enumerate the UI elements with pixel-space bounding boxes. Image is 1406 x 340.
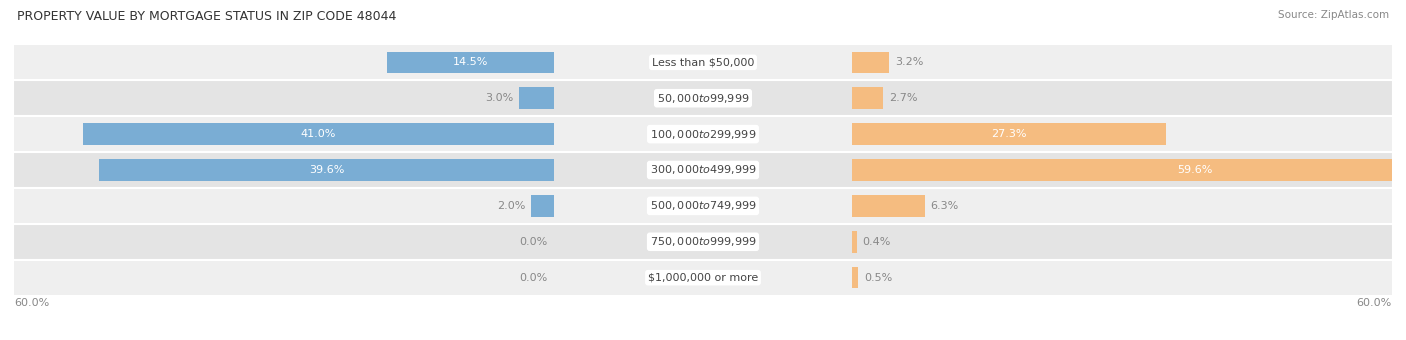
Bar (852, 267, 858, 288)
Text: PROPERTY VALUE BY MORTGAGE STATUS IN ZIP CODE 48044: PROPERTY VALUE BY MORTGAGE STATUS IN ZIP… (17, 10, 396, 23)
Legend: Without Mortgage, With Mortgage: Without Mortgage, With Mortgage (582, 339, 824, 340)
Text: 59.6%: 59.6% (1177, 165, 1212, 175)
Text: 14.5%: 14.5% (453, 57, 488, 67)
Text: 2.7%: 2.7% (889, 93, 918, 103)
Text: 39.6%: 39.6% (309, 165, 344, 175)
Bar (852, 87, 883, 109)
FancyBboxPatch shape (14, 45, 1392, 80)
Text: $1,000,000 or more: $1,000,000 or more (648, 273, 758, 283)
Bar (852, 195, 925, 217)
Text: 27.3%: 27.3% (991, 129, 1026, 139)
Text: 6.3%: 6.3% (931, 201, 959, 211)
Text: 0.0%: 0.0% (520, 273, 548, 283)
Bar (387, 52, 554, 73)
Bar (531, 195, 554, 217)
Text: 2.0%: 2.0% (496, 201, 524, 211)
FancyBboxPatch shape (14, 188, 1392, 224)
Text: Less than $50,000: Less than $50,000 (652, 57, 754, 67)
FancyBboxPatch shape (14, 80, 1392, 116)
Text: 0.5%: 0.5% (863, 273, 891, 283)
Text: 0.4%: 0.4% (863, 237, 891, 247)
Bar (852, 52, 889, 73)
Bar (83, 123, 554, 145)
Bar (98, 159, 554, 181)
Text: 0.0%: 0.0% (520, 237, 548, 247)
Text: Source: ZipAtlas.com: Source: ZipAtlas.com (1278, 10, 1389, 20)
Text: 41.0%: 41.0% (301, 129, 336, 139)
Bar (852, 231, 856, 253)
Text: 3.0%: 3.0% (485, 93, 513, 103)
Bar (852, 123, 1166, 145)
Bar (519, 87, 554, 109)
Text: 60.0%: 60.0% (1357, 299, 1392, 308)
FancyBboxPatch shape (14, 116, 1392, 152)
Bar (852, 159, 1406, 181)
FancyBboxPatch shape (14, 260, 1392, 295)
Text: 60.0%: 60.0% (14, 299, 49, 308)
FancyBboxPatch shape (14, 152, 1392, 188)
Text: $50,000 to $99,999: $50,000 to $99,999 (657, 92, 749, 105)
Text: $500,000 to $749,999: $500,000 to $749,999 (650, 199, 756, 212)
Text: $100,000 to $299,999: $100,000 to $299,999 (650, 128, 756, 141)
Text: $750,000 to $999,999: $750,000 to $999,999 (650, 235, 756, 248)
Text: 3.2%: 3.2% (894, 57, 924, 67)
FancyBboxPatch shape (14, 224, 1392, 260)
Text: $300,000 to $499,999: $300,000 to $499,999 (650, 164, 756, 176)
